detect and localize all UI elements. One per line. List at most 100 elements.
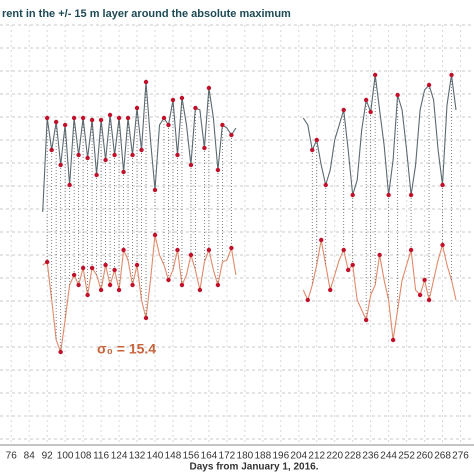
x-tick-label: 156 (183, 451, 200, 462)
extremum-marker (166, 122, 171, 128)
extremum-marker (229, 245, 234, 251)
extremum-marker (341, 107, 346, 113)
extremum-marker (80, 265, 86, 271)
extremum-marker (89, 265, 95, 271)
x-tick-label: 132 (129, 451, 146, 462)
x-tick-label: 84 (24, 451, 36, 462)
x-tick-label: 124 (111, 451, 128, 462)
extremum-marker (85, 292, 90, 298)
extremum-marker (395, 92, 400, 98)
x-axis-label: Days from January 1, 2016. (190, 462, 319, 473)
extremum-marker (89, 117, 95, 123)
x-tick-label: 164 (201, 451, 218, 462)
extremum-marker (125, 115, 131, 121)
extremum-marker (49, 147, 54, 153)
extremum-marker (426, 82, 432, 88)
extremum-marker (58, 162, 63, 168)
extremum-marker (107, 112, 113, 118)
extremum-marker (188, 162, 194, 168)
extremum-marker (179, 282, 185, 288)
extremum-marker (215, 282, 221, 288)
extremum-marker (107, 282, 113, 288)
x-tick-label: 260 (416, 451, 433, 462)
extremum-marker (44, 115, 50, 121)
extremum-marker (440, 242, 445, 248)
series-line (42, 234, 457, 353)
extremum-marker (408, 247, 414, 253)
extremum-marker (350, 262, 355, 268)
annotation: σ₀ = 15.4 (97, 341, 156, 357)
extremum-marker (372, 72, 378, 78)
extremum-marker (202, 145, 207, 151)
extremum-marker (314, 137, 319, 143)
x-tick-label: 252 (398, 451, 415, 462)
series-line (42, 74, 457, 213)
extremum-marker (143, 79, 149, 85)
extremum-marker (121, 169, 126, 175)
x-tick-label: 228 (344, 451, 361, 462)
extremum-marker (390, 337, 396, 343)
extremum-marker (76, 282, 81, 288)
extremum-marker (62, 122, 68, 128)
x-tick-label: 236 (362, 451, 379, 462)
extremum-marker (408, 192, 414, 198)
extremum-marker (134, 262, 140, 268)
extremum-marker (67, 182, 72, 188)
extremum-marker (206, 85, 212, 91)
extremum-marker (215, 167, 221, 173)
extremum-marker (58, 349, 63, 355)
extremum-marker (368, 109, 373, 115)
extremum-marker (328, 287, 333, 293)
x-tick-label: 180 (237, 451, 254, 462)
extremum-marker (103, 157, 108, 163)
extremum-marker (130, 152, 135, 158)
extremum-marker (121, 247, 126, 253)
extremum-marker (98, 287, 104, 293)
x-tick-label: 140 (147, 451, 164, 462)
x-tick-label: 172 (219, 451, 236, 462)
x-tick-label: 108 (75, 451, 92, 462)
extremum-marker (426, 297, 432, 303)
extremum-marker (229, 132, 234, 138)
extremum-marker (363, 317, 369, 323)
extremum-marker (94, 172, 99, 178)
extremum-marker (76, 152, 81, 158)
x-tick-label: 116 (93, 451, 109, 462)
extremum-marker (319, 237, 324, 243)
chart-title: rent in the +/- 15 m layer around the ab… (2, 8, 291, 20)
extremum-marker (206, 247, 212, 253)
x-tick-label: 204 (290, 451, 307, 462)
extremum-marker (103, 262, 108, 268)
extremum-marker (193, 105, 198, 111)
extremum-marker (98, 117, 104, 123)
extremum-marker (179, 95, 185, 101)
extremum-marker (449, 72, 454, 78)
extremum-marker (310, 147, 315, 153)
x-tick-label: 188 (254, 451, 271, 462)
extremum-marker (80, 115, 86, 121)
extremum-marker (440, 182, 445, 188)
extremum-marker (377, 252, 382, 258)
extremum-marker (161, 115, 167, 121)
extremum-marker (305, 297, 310, 303)
extremum-marker (130, 282, 135, 288)
x-tick-label: 100 (57, 451, 74, 462)
extremum-marker (116, 115, 122, 121)
extremum-marker (166, 277, 171, 283)
extremum-marker (363, 97, 369, 103)
extremum-marker (112, 267, 117, 273)
x-tick-label: 244 (380, 451, 397, 462)
x-tick-label: 276 (452, 451, 469, 462)
extremum-marker (134, 105, 140, 111)
extremum-marker (350, 192, 355, 198)
extremum-marker (417, 292, 423, 298)
extremum-marker (175, 247, 180, 253)
x-tick-label: 148 (165, 451, 182, 462)
x-tick-label: 92 (42, 451, 54, 462)
extremum-marker (188, 252, 194, 258)
extremum-marker (143, 315, 149, 321)
extremum-marker (53, 119, 59, 125)
x-tick-label: 76 (6, 451, 18, 462)
extremum-marker (112, 152, 117, 158)
